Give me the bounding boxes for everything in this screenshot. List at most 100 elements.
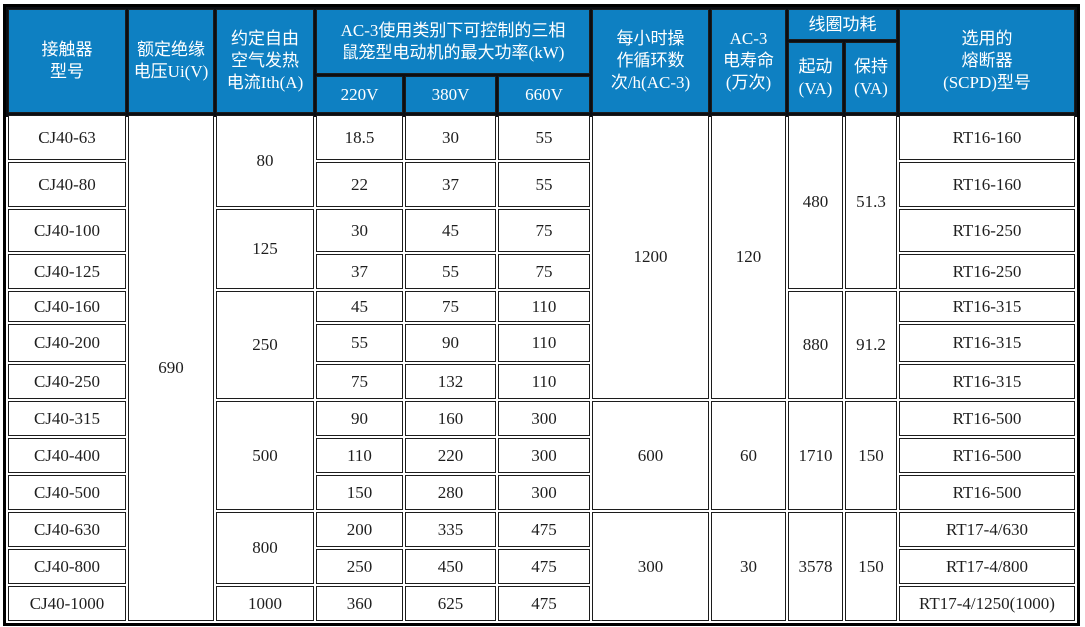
- cell-model: CJ40-630: [8, 512, 126, 547]
- cell-model: CJ40-800: [8, 549, 126, 584]
- cell-power-220: 90: [316, 401, 403, 436]
- cell-model: CJ40-160: [8, 291, 126, 322]
- cell-fuse: RT16-160: [899, 162, 1075, 207]
- cell-life-group: 30: [711, 512, 786, 621]
- header-cell-ac3-max-power: AC-3使用类别下可控制的三相 鼠笼型电动机的最大功率(kW): [316, 9, 590, 74]
- cell-power-220: 75: [316, 364, 403, 399]
- cell-power-220: 18.5: [316, 115, 403, 160]
- cell-fuse: RT16-160: [899, 115, 1075, 160]
- cell-power-220: 55: [316, 324, 403, 362]
- cell-coil-hold-group: 150: [845, 512, 897, 621]
- cell-thermal-current-group: 250: [216, 291, 314, 399]
- table-row: CJ40-100 125 30 45 75 RT16-250: [8, 209, 1075, 289]
- cell-thermal-current-group: 500: [216, 401, 314, 510]
- cell-fuse: RT16-315: [899, 291, 1075, 322]
- cell-power-220: 250: [316, 549, 403, 584]
- cell-power-660: 475: [498, 512, 590, 547]
- cell-power-220: 110: [316, 438, 403, 473]
- cell-power-220: 360: [316, 586, 403, 621]
- cell-fuse: RT16-500: [899, 401, 1075, 436]
- cell-fuse: RT16-500: [899, 475, 1075, 510]
- cell-coil-hold-group: 150: [845, 401, 897, 510]
- header-cell-380v: 380V: [405, 76, 496, 113]
- cell-power-660: 110: [498, 291, 590, 322]
- header-cell-electrical-life: AC-3 电寿命 (万次): [711, 9, 786, 113]
- cell-power-660: 300: [498, 438, 590, 473]
- cell-power-660: 55: [498, 115, 590, 160]
- cell-power-660: 110: [498, 324, 590, 362]
- cell-power-380: 220: [405, 438, 496, 473]
- cell-power-660: 300: [498, 475, 590, 510]
- table-row: CJ40-630 800 200 335 475 300 30 3578 150 RT17-4/6…: [8, 512, 1075, 621]
- header-cell-fuse: 选用的 熔断器 (SCPD)型号: [899, 9, 1075, 113]
- header-cell-coil-power: 线圈功耗: [788, 9, 897, 40]
- table-row: CJ40-1000 1000 360 625 475 RT17-4/1250(1000): [8, 586, 1075, 621]
- cell-power-380: 160: [405, 401, 496, 436]
- cell-thermal-current-group: 80: [216, 115, 314, 207]
- cell-coil-start-group: 480: [788, 115, 843, 289]
- cell-power-380: 45: [405, 209, 496, 252]
- cell-power-380: 335: [405, 512, 496, 547]
- cell-model: CJ40-63: [8, 115, 126, 160]
- cell-power-660: 75: [498, 254, 590, 289]
- cell-thermal-current-group: 800: [216, 512, 314, 584]
- cell-cycles-group: 1200: [592, 115, 709, 399]
- cell-model: CJ40-200: [8, 324, 126, 362]
- cell-life-group: 60: [711, 401, 786, 510]
- cell-power-380: 37: [405, 162, 496, 207]
- cell-coil-start-group: 1710: [788, 401, 843, 510]
- cell-power-220: 37: [316, 254, 403, 289]
- spec-table-body: CJ40-63 690 80 18.5 30 55 1200 120 480 51.3 RT16-1…: [8, 115, 1075, 621]
- cell-power-380: 75: [405, 291, 496, 322]
- cell-power-220: 200: [316, 512, 403, 547]
- header-row-1: 接触器 型号 额定绝缘 电压Ui(V) 约定自由 空气发热 电流Ith(A) A…: [8, 9, 1075, 113]
- cell-coil-hold-group: 91.2: [845, 291, 897, 399]
- cell-fuse: RT16-315: [899, 324, 1075, 362]
- cell-power-380: 30: [405, 115, 496, 160]
- cell-power-220: 150: [316, 475, 403, 510]
- cell-fuse: RT17-4/630: [899, 512, 1075, 547]
- table-row: CJ40-800 250 450 475 RT17-4/800: [8, 549, 1075, 584]
- cell-power-660: 475: [498, 549, 590, 584]
- header-cell-coil-holding: 保持 (VA): [845, 42, 897, 113]
- cell-coil-start-group: 3578: [788, 512, 843, 621]
- cell-power-380: 132: [405, 364, 496, 399]
- cell-model: CJ40-80: [8, 162, 126, 207]
- cell-fuse: RT16-250: [899, 209, 1075, 252]
- cell-thermal-current-group: 125: [216, 209, 314, 289]
- cell-power-660: 110: [498, 364, 590, 399]
- header-cell-220v: 220V: [316, 76, 403, 113]
- table-row: CJ40-400 110 220 300 RT16-500: [8, 438, 1075, 473]
- cell-model: CJ40-315: [8, 401, 126, 436]
- cell-cycles-group: 600: [592, 401, 709, 510]
- cell-power-660: 300: [498, 401, 590, 436]
- cell-model: CJ40-400: [8, 438, 126, 473]
- spec-table-header: 接触器 型号 额定绝缘 电压Ui(V) 约定自由 空气发热 电流Ith(A) A…: [8, 9, 1075, 113]
- cell-coil-hold-group: 51.3: [845, 115, 897, 289]
- cell-thermal-current-group: 1000: [216, 586, 314, 621]
- cell-coil-start-group: 880: [788, 291, 843, 399]
- cell-model: CJ40-100: [8, 209, 126, 252]
- header-cell-cycles-per-hour: 每小时操 作循环数 次/h(AC-3): [592, 9, 709, 113]
- header-row-3: 220V 380V 660V: [8, 76, 1075, 113]
- header-cell-660v: 660V: [498, 76, 590, 113]
- cell-power-220: 45: [316, 291, 403, 322]
- cell-fuse: RT17-4/800: [899, 549, 1075, 584]
- cell-model: CJ40-500: [8, 475, 126, 510]
- cell-model: CJ40-1000: [8, 586, 126, 621]
- cell-power-380: 55: [405, 254, 496, 289]
- cell-power-380: 625: [405, 586, 496, 621]
- cell-model: CJ40-125: [8, 254, 126, 289]
- cell-power-660: 75: [498, 209, 590, 252]
- table-row: CJ40-315 500 90 160 300 600 60 1710 150 RT16-500: [8, 401, 1075, 510]
- cell-power-380: 450: [405, 549, 496, 584]
- table-row: CJ40-80 22 37 55 RT16-160: [8, 162, 1075, 207]
- header-cell-contactor-model: 接触器 型号: [8, 9, 126, 113]
- cell-power-220: 22: [316, 162, 403, 207]
- cell-power-380: 280: [405, 475, 496, 510]
- table-row: CJ40-500 150 280 300 RT16-500: [8, 475, 1075, 510]
- contactor-spec-table: 接触器 型号 额定绝缘 电压Ui(V) 约定自由 空气发热 电流Ith(A) A…: [3, 4, 1080, 626]
- header-row-2: 起动 (VA) 保持 (VA): [8, 42, 1075, 113]
- cell-life-group: 120: [711, 115, 786, 399]
